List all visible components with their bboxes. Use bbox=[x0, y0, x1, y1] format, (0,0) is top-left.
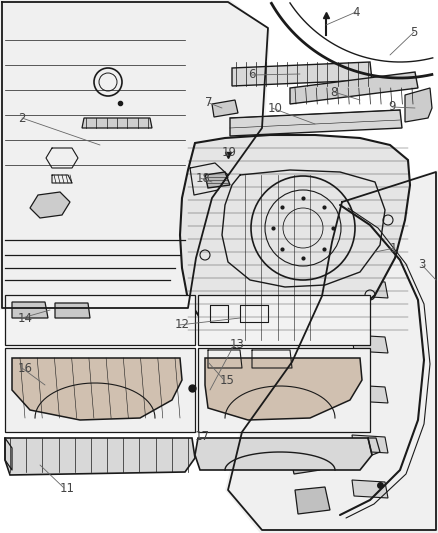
Text: 19: 19 bbox=[222, 146, 237, 158]
Polygon shape bbox=[12, 358, 182, 420]
Polygon shape bbox=[230, 110, 402, 136]
Polygon shape bbox=[212, 100, 238, 117]
Polygon shape bbox=[5, 295, 195, 345]
Polygon shape bbox=[198, 348, 370, 432]
Text: 4: 4 bbox=[352, 5, 360, 19]
Text: 11: 11 bbox=[60, 481, 75, 495]
Text: 15: 15 bbox=[220, 374, 235, 386]
Polygon shape bbox=[352, 335, 388, 353]
Text: 17: 17 bbox=[195, 431, 210, 443]
Polygon shape bbox=[5, 348, 195, 432]
Polygon shape bbox=[195, 438, 372, 470]
Polygon shape bbox=[290, 72, 418, 104]
Text: 13: 13 bbox=[230, 338, 245, 351]
Text: 7: 7 bbox=[205, 96, 212, 109]
Text: 14: 14 bbox=[18, 311, 33, 325]
Polygon shape bbox=[290, 452, 320, 474]
Polygon shape bbox=[352, 225, 388, 243]
Text: 18: 18 bbox=[196, 172, 211, 184]
Polygon shape bbox=[82, 118, 152, 128]
Polygon shape bbox=[205, 172, 230, 188]
Polygon shape bbox=[232, 62, 372, 86]
Polygon shape bbox=[30, 192, 70, 218]
Polygon shape bbox=[225, 170, 438, 533]
Polygon shape bbox=[55, 303, 90, 318]
Text: 9: 9 bbox=[388, 101, 396, 114]
Text: 1: 1 bbox=[390, 241, 398, 254]
Text: 12: 12 bbox=[175, 319, 190, 332]
Polygon shape bbox=[198, 295, 370, 345]
Polygon shape bbox=[352, 280, 388, 298]
Polygon shape bbox=[0, 0, 270, 310]
Text: 2: 2 bbox=[18, 111, 25, 125]
Polygon shape bbox=[12, 302, 48, 318]
Polygon shape bbox=[205, 358, 362, 420]
Polygon shape bbox=[295, 487, 330, 514]
Text: 6: 6 bbox=[248, 69, 255, 82]
Text: 10: 10 bbox=[268, 101, 283, 115]
Text: 8: 8 bbox=[330, 85, 337, 99]
Polygon shape bbox=[5, 438, 195, 475]
Polygon shape bbox=[352, 385, 388, 403]
Polygon shape bbox=[180, 135, 410, 345]
Text: 3: 3 bbox=[418, 259, 425, 271]
Polygon shape bbox=[352, 435, 388, 453]
Text: 16: 16 bbox=[18, 361, 33, 375]
Polygon shape bbox=[405, 88, 432, 122]
Text: 5: 5 bbox=[410, 26, 417, 38]
Polygon shape bbox=[352, 480, 388, 498]
